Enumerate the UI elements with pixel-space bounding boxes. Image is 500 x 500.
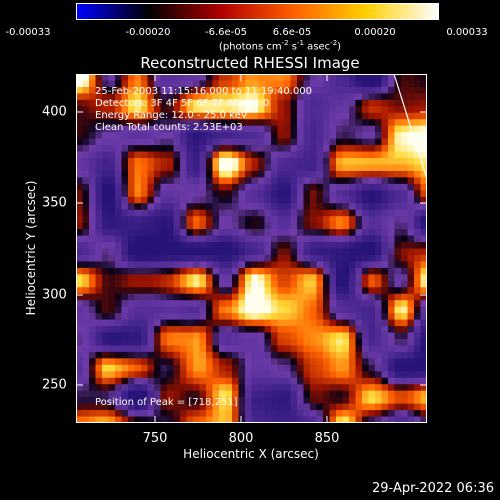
image-plot-area: [76, 74, 427, 423]
annotation-energy-range: Energy Range: 12.0 - 25.0 keV: [95, 110, 248, 121]
axis-ticks: [76, 74, 427, 423]
colorbar-tick-label: -6.6e-05: [205, 27, 247, 38]
y-tick-label: 250: [42, 377, 67, 393]
colorbar-tick-label: -0.00033: [5, 27, 51, 38]
annotation-clean-counts: Clean Total counts: 2.53E+03: [95, 122, 243, 133]
annotation-detectors: Detectors: 3F 4F 5F 6F 7F 8F, Att 0: [95, 98, 270, 109]
heatmap-image: [76, 74, 427, 423]
colorbar: [76, 3, 439, 20]
annotation-peak-position: Position of Peak = [718,251]: [95, 397, 238, 408]
colorbar-tick-label: -0.00020: [125, 27, 171, 38]
footer-timestamp: 29-Apr-2022 06:36: [372, 481, 494, 496]
y-axis-label: Heliocentric Y (arcsec): [24, 180, 38, 316]
colorbar-tick-label: 6.6e-05: [272, 27, 312, 38]
plot-title: Reconstructed RHESSI Image: [140, 54, 360, 72]
limb-line: [393, 74, 427, 180]
colorbar-units: (photons cm-2 s-1 asec-2): [218, 39, 342, 53]
annotation-time-range: 25-Feb-2003 11:15:16.000 to 11:19:40.000: [95, 86, 313, 97]
y-tick-label: 300: [42, 287, 67, 303]
y-tick-label: 400: [42, 104, 67, 120]
x-tick-label: 850: [314, 431, 340, 446]
x-tick-label: 750: [142, 431, 168, 446]
colorbar-tick-label: 0.00020: [354, 27, 396, 38]
colorbar-tick-label: 0.00033: [446, 27, 488, 38]
x-axis-label: Heliocentric X (arcsec): [183, 447, 319, 461]
y-tick-label: 350: [42, 195, 67, 211]
x-tick-label: 800: [228, 431, 254, 446]
plot-frame: [76, 74, 427, 423]
